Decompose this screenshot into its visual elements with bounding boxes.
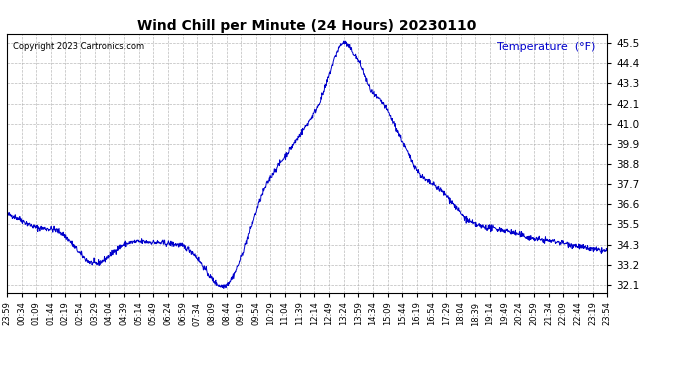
Text: Temperature  (°F): Temperature (°F) [497, 42, 595, 51]
Title: Wind Chill per Minute (24 Hours) 20230110: Wind Chill per Minute (24 Hours) 2023011… [137, 19, 477, 33]
Text: Copyright 2023 Cartronics.com: Copyright 2023 Cartronics.com [13, 42, 144, 51]
